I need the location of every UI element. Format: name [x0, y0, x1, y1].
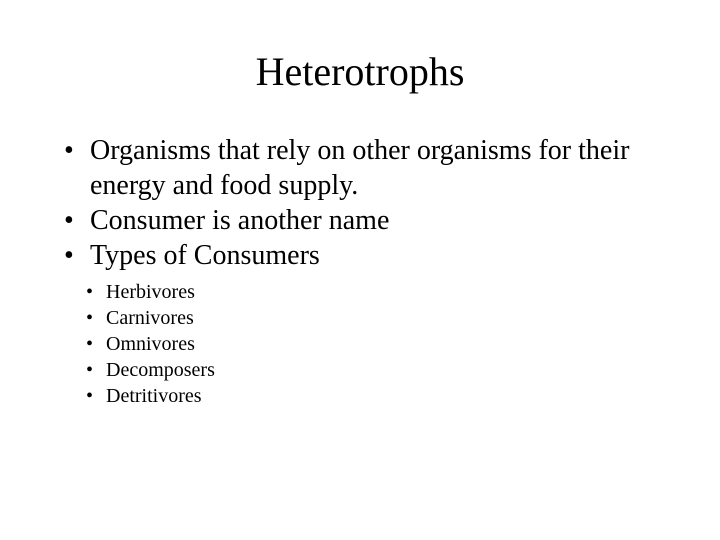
slide-title: Heterotrophs	[0, 0, 720, 95]
main-bullet-list: Organisms that rely on other organisms f…	[0, 133, 720, 273]
bullet-item: Types of Consumers	[60, 238, 660, 273]
bullet-item: Organisms that rely on other organisms f…	[60, 133, 660, 203]
sub-bullet-item: Omnivores	[84, 331, 720, 357]
sub-bullet-list: Herbivores Carnivores Omnivores Decompos…	[0, 279, 720, 409]
sub-bullet-item: Herbivores	[84, 279, 720, 305]
sub-bullet-item: Carnivores	[84, 305, 720, 331]
bullet-item: Consumer is another name	[60, 203, 660, 238]
slide: Heterotrophs Organisms that rely on othe…	[0, 0, 720, 540]
sub-bullet-item: Decomposers	[84, 357, 720, 383]
sub-bullet-item: Detritivores	[84, 383, 720, 409]
